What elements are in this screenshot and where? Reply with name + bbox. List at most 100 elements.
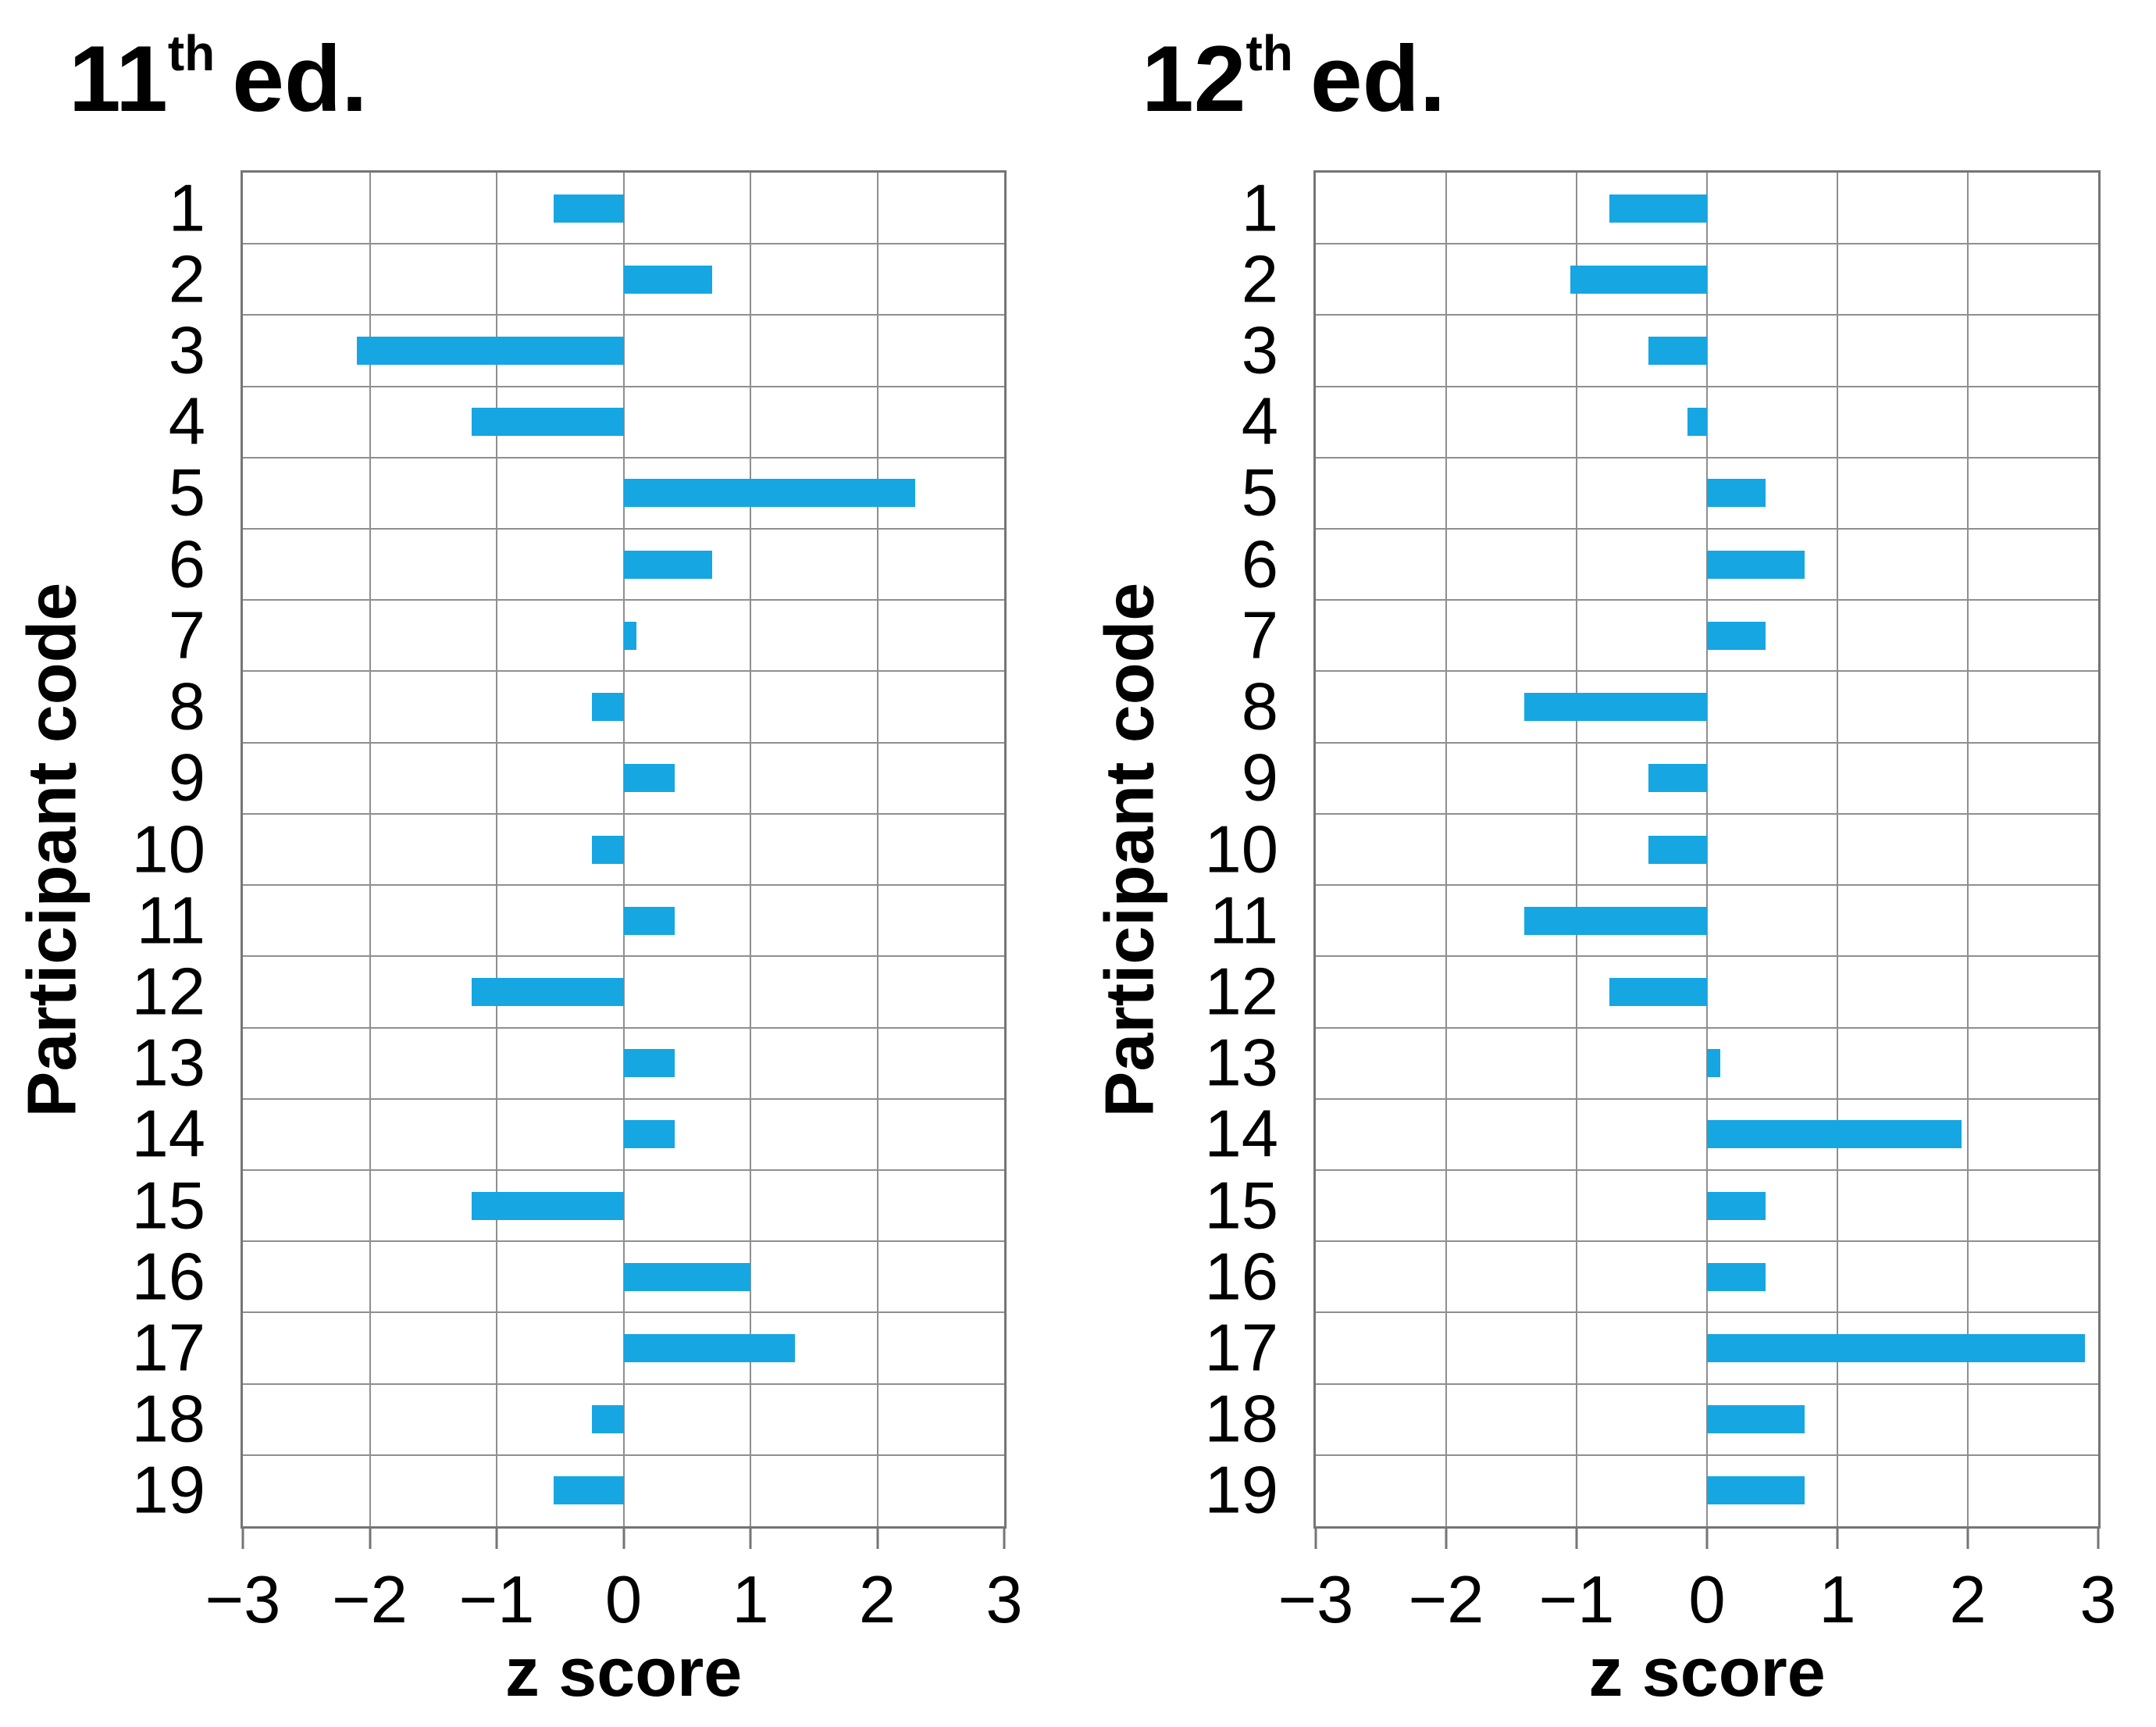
y-tick-label-12: 12 (1204, 954, 1278, 1029)
y-tick-label-1: 1 (168, 171, 205, 246)
chart-title-11th: 11th ed. (69, 28, 368, 126)
x-tick-mark (241, 1529, 244, 1549)
x-axis-title: z score (504, 1633, 743, 1711)
x-axis-title: z score (1588, 1633, 1826, 1711)
y-tick-label-14: 14 (1204, 1097, 1278, 1172)
bar-participant-2 (1570, 265, 1707, 294)
bar-participant-1 (554, 194, 624, 223)
y-tick-label-11: 11 (1209, 883, 1278, 958)
bar-participant-16 (623, 1262, 750, 1291)
bar-participant-14 (623, 1120, 675, 1149)
y-tick-label-3: 3 (168, 313, 205, 388)
bar-participant-4 (1687, 408, 1707, 437)
bar-participant-12 (471, 977, 624, 1006)
y-tick-label-15: 15 (131, 1169, 205, 1244)
x-tick-label--1: −1 (1538, 1563, 1615, 1637)
gridline-horizontal (1316, 1240, 2098, 1243)
bar-participant-11 (623, 906, 675, 935)
gridline-horizontal (1316, 528, 2098, 530)
gridline-vertical (1576, 173, 1577, 1526)
gridline-vertical (1967, 173, 1969, 1526)
y-tick-label-6: 6 (1241, 527, 1278, 602)
bar-participant-4 (471, 408, 624, 437)
y-tick-label-17: 17 (1204, 1311, 1278, 1386)
y-tick-label-15: 15 (1204, 1169, 1278, 1244)
gridline-horizontal (243, 884, 1004, 887)
x-tick-label-2: 2 (858, 1563, 896, 1637)
x-tick-mark (1445, 1529, 1448, 1549)
gridline-vertical (496, 173, 497, 1526)
bar-participant-3 (357, 337, 624, 366)
bar-participant-19 (554, 1476, 624, 1505)
gridline-horizontal (1316, 1383, 2098, 1385)
y-tick-label-10: 10 (1204, 812, 1278, 887)
gridline-horizontal (1316, 243, 2098, 245)
x-tick-label--2: −2 (1408, 1563, 1484, 1637)
y-tick-label-14: 14 (131, 1097, 205, 1172)
y-tick-label-7: 7 (168, 598, 205, 673)
y-tick-label-2: 2 (168, 242, 205, 317)
x-tick-label--3: −3 (205, 1563, 281, 1637)
bar-participant-7 (623, 621, 636, 650)
x-tick-mark (876, 1529, 878, 1549)
bar-participant-14 (1707, 1120, 1962, 1149)
x-tick-label-1: 1 (732, 1563, 769, 1637)
bar-participant-8 (1524, 693, 1707, 722)
bar-participant-3 (1648, 337, 1707, 366)
bar-participant-6 (623, 550, 713, 579)
gridline-horizontal (243, 955, 1004, 958)
gridline-vertical (1706, 173, 1708, 1526)
y-tick-label-9: 9 (1241, 740, 1278, 815)
bar-participant-5 (1707, 479, 1766, 508)
bar-participant-10 (591, 835, 624, 864)
bar-participant-18 (1707, 1405, 1805, 1434)
x-tick-label--2: −2 (332, 1563, 408, 1637)
bar-participant-18 (591, 1405, 624, 1434)
y-tick-label-12: 12 (131, 954, 205, 1029)
gridline-horizontal (1316, 955, 2098, 958)
bar-participant-9 (1648, 764, 1707, 793)
y-tick-label-8: 8 (168, 669, 205, 744)
gridline-horizontal (243, 1097, 1004, 1100)
x-tick-label-2: 2 (1949, 1563, 1987, 1637)
x-tick-label-0: 0 (1688, 1563, 1726, 1637)
bar-participant-2 (623, 265, 713, 294)
gridline-horizontal (243, 243, 1004, 245)
gridline-horizontal (243, 741, 1004, 744)
bar-participant-15 (471, 1191, 624, 1220)
x-tick-mark (1314, 1529, 1317, 1549)
bar-participant-12 (1609, 977, 1707, 1006)
gridline-horizontal (1316, 1454, 2098, 1456)
gridline-horizontal (243, 1383, 1004, 1385)
gridline-vertical (876, 173, 878, 1526)
x-tick-label-1: 1 (1819, 1563, 1856, 1637)
y-tick-label-19: 19 (1204, 1453, 1278, 1528)
title-number: 11 (69, 27, 168, 131)
gridline-horizontal (1316, 599, 2098, 601)
bar-participant-1 (1609, 194, 1707, 223)
bar-participant-17 (1707, 1333, 2086, 1362)
bar-participant-13 (1707, 1049, 1720, 1078)
y-tick-label-11: 11 (136, 883, 205, 958)
title-number: 12 (1142, 27, 1246, 131)
gridline-vertical (369, 173, 371, 1526)
gridline-horizontal (243, 1311, 1004, 1314)
bar-participant-16 (1707, 1262, 1766, 1291)
gridline-horizontal (1316, 456, 2098, 459)
gridline-horizontal (243, 1240, 1004, 1243)
gridline-horizontal (243, 1026, 1004, 1029)
gridline-horizontal (243, 456, 1004, 459)
bar-participant-6 (1707, 550, 1805, 579)
y-tick-label-18: 18 (1204, 1382, 1278, 1457)
y-tick-label-7: 7 (1241, 598, 1278, 673)
y-tick-label-16: 16 (131, 1240, 205, 1315)
y-tick-label-10: 10 (131, 812, 205, 887)
y-tick-label-4: 4 (168, 384, 205, 459)
y-tick-label-18: 18 (131, 1382, 205, 1457)
bar-participant-5 (623, 479, 916, 508)
x-tick-mark (2097, 1529, 2100, 1549)
x-tick-mark (622, 1529, 625, 1549)
x-tick-mark (1003, 1529, 1006, 1549)
